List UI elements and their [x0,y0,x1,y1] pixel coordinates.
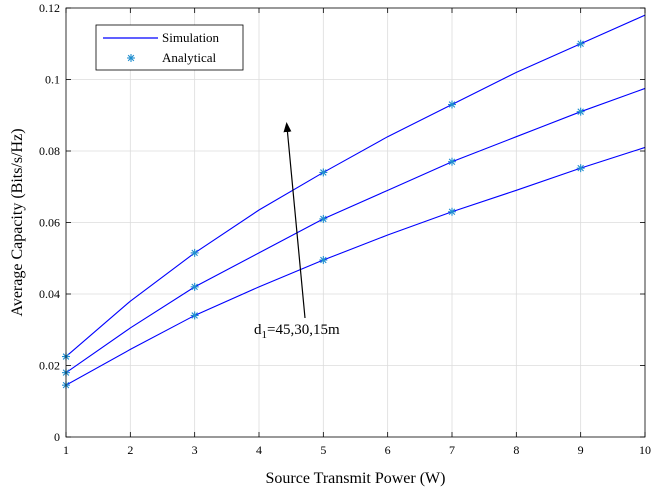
legend: Simulation Analytical [95,24,244,71]
analytical-markers [62,39,585,390]
x-tick-label: 3 [192,443,198,457]
analytical-point-bottom [319,256,328,265]
y-tick-label: 0.02 [39,359,60,373]
y-tick-label: 0.08 [39,144,60,158]
y-tick-label: 0.06 [39,216,60,230]
tick-labels: 1 2 3 4 5 6 7 8 9 10 0 0.02 0.04 0.06 0.08 0.1 0.12 [39,1,651,457]
annotation-subscript: 1 [262,329,268,341]
analytical-point-bottom [448,207,456,216]
x-tick-label: 10 [639,443,651,457]
y-tick-label: 0.1 [45,73,60,87]
analytical-point-middle [190,282,199,291]
distance-annotation: d1=45,30,15m [254,322,340,341]
annotation-prefix: d [254,322,262,338]
x-tick-label: 1 [63,443,69,457]
legend-analytical-swatch [127,54,135,62]
x-tick-label: 8 [513,443,519,457]
x-tick-label: 2 [127,443,133,457]
x-tick-label: 4 [256,443,262,457]
analytical-point-middle [448,157,456,166]
x-tick-label: 9 [578,443,584,457]
y-tick-label: 0.12 [39,1,60,15]
legend-box [95,24,244,71]
x-tick-label: 5 [320,443,326,457]
grid-lines [66,8,645,437]
legend-analytical-label: Analytical [162,50,217,65]
analytical-point-top [448,100,456,109]
analytical-point-top [190,248,199,257]
analytical-point-bottom [190,311,199,320]
x-tick-label: 6 [385,443,391,457]
analytical-point-middle [319,214,328,223]
simulation-lines [65,14,646,386]
y-tick-label: 0.04 [39,287,60,301]
y-tick-label: 0 [54,430,60,444]
legend-simulation-label: Simulation [162,30,220,45]
analytical-point-top [576,39,585,48]
simulation-line-bottom [65,146,646,386]
x-axis-label: Source Transmit Power (W) [266,470,446,487]
annotation-suffix: =45,30,15m [267,322,340,338]
analytical-point-middle [576,107,585,116]
legend-analytical-marker [127,54,135,62]
analytical-point-bottom [576,164,585,173]
y-axis-label: Average Capacity (Bits/s/Hz) [9,128,26,316]
simulation-line-top [65,14,646,357]
analytical-point-top [319,168,328,177]
simulation-line-middle [65,87,646,374]
x-tick-label: 7 [449,443,455,457]
annotation-arrow [283,122,306,319]
plot-border [65,7,646,438]
